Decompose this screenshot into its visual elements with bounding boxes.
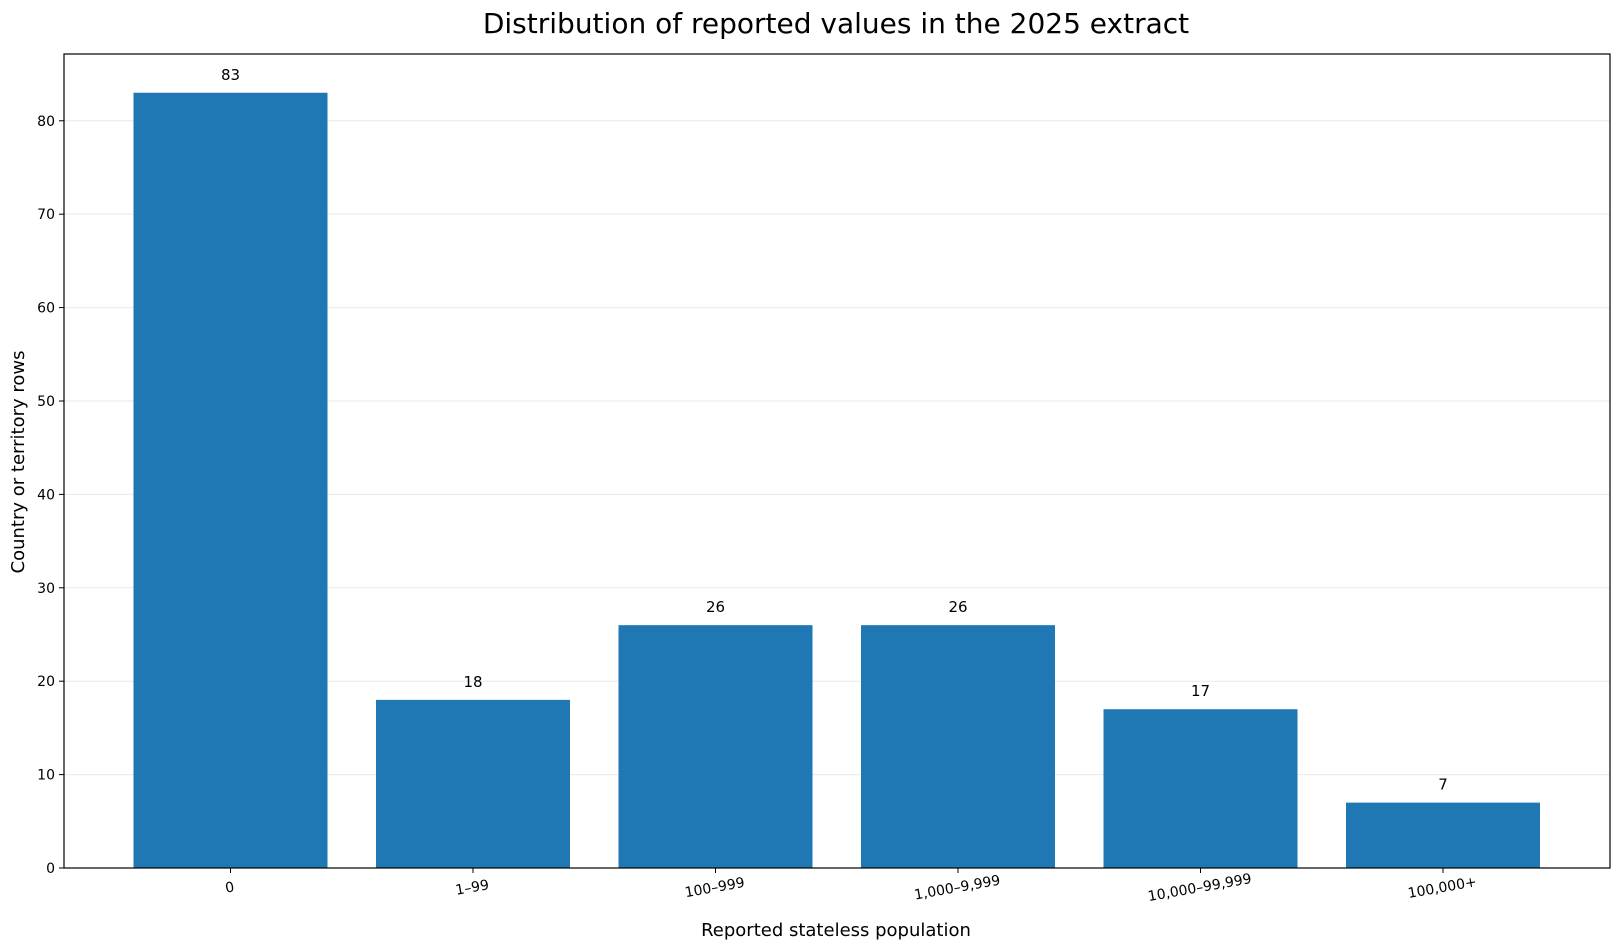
- bar-value-label: 83: [221, 66, 240, 84]
- bar-value-label: 7: [1438, 776, 1448, 794]
- y-axis-ticks: 0 10 20 30 40 50 60 70 80: [37, 114, 64, 877]
- bar-value-label: 17: [1191, 682, 1210, 700]
- y-tick-label: 80: [37, 114, 55, 130]
- value-labels: 83 18 26 26 17 7: [221, 66, 1448, 794]
- bars: [133, 92, 1540, 868]
- y-tick-label: 20: [37, 674, 55, 690]
- y-tick-label: 60: [37, 301, 55, 317]
- bar-value-label: 26: [948, 598, 967, 616]
- bar-value-label: 18: [463, 673, 482, 691]
- y-tick-label: 50: [37, 394, 55, 410]
- bar: [1346, 802, 1540, 868]
- bar: [618, 625, 813, 868]
- x-tick-label: 0: [224, 879, 236, 896]
- y-tick-label: 30: [37, 581, 55, 597]
- x-tick-label: 100,000+: [1407, 874, 1478, 902]
- plot-frame: [63, 53, 1611, 869]
- x-axis-label: Reported stateless population: [701, 920, 971, 941]
- y-axis-label: Country or territory rows: [8, 351, 29, 574]
- chart-title: Distribution of reported values in the 2…: [483, 7, 1189, 40]
- bar: [376, 699, 570, 868]
- y-tick-label: 0: [46, 861, 55, 877]
- y-tick-label: 70: [37, 207, 55, 223]
- bar-value-label: 26: [706, 598, 725, 616]
- bar: [133, 92, 328, 868]
- x-tick-label: 1,000–9,999: [913, 873, 1002, 904]
- x-axis-ticks: 0 1–99 100–999 1,000–9,999 10,000–99,999 100,…: [224, 868, 1478, 905]
- bar: [1103, 709, 1298, 868]
- y-tick-label: 40: [37, 487, 55, 503]
- x-tick-label: 10,000–99,999: [1147, 871, 1253, 905]
- x-tick-label: 100–999: [684, 875, 746, 901]
- bar: [861, 625, 1055, 868]
- y-tick-label: 10: [37, 768, 55, 784]
- x-tick-label: 1–99: [454, 877, 490, 899]
